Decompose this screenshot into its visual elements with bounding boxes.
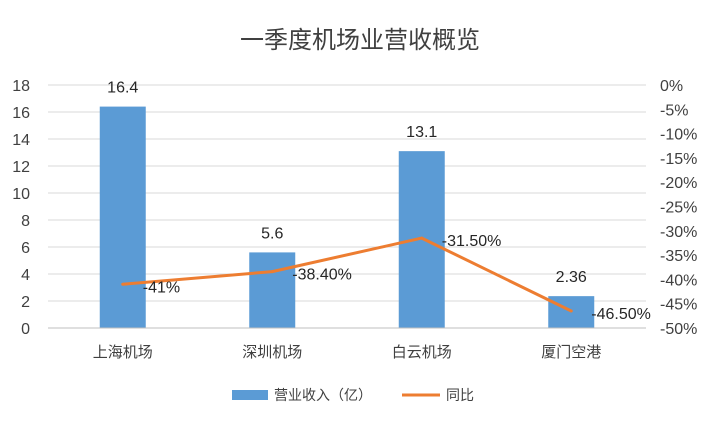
x-tick-label: 深圳机场 bbox=[242, 343, 302, 361]
line-point bbox=[270, 270, 274, 274]
y-right-tick-label: -30% bbox=[660, 224, 697, 241]
y-left-tick-label: 2 bbox=[21, 294, 30, 311]
y-right-tick-label: -35% bbox=[660, 248, 697, 265]
line-data-label: -46.50% bbox=[591, 306, 651, 323]
y-left-tick-label: 0 bbox=[21, 321, 30, 338]
y-right-tick-label: -15% bbox=[660, 151, 697, 168]
y-right-tick-label: -50% bbox=[660, 321, 697, 338]
y-right-tick-label: -5% bbox=[660, 102, 688, 119]
y-right-tick-label: -20% bbox=[660, 175, 697, 192]
x-tick-label: 上海机场 bbox=[93, 343, 153, 361]
y-left-tick-label: 8 bbox=[21, 213, 30, 230]
legend-swatch-bar bbox=[232, 390, 268, 400]
y-right-tick-label: -40% bbox=[660, 272, 697, 289]
bar-data-label: 13.1 bbox=[406, 124, 437, 141]
y-right-tick-label: -45% bbox=[660, 297, 697, 314]
y-left-tick-label: 4 bbox=[21, 267, 30, 284]
legend-label-bar: 营业收入（亿） bbox=[274, 388, 372, 404]
line-point bbox=[569, 309, 573, 313]
y-left-tick-label: 12 bbox=[12, 159, 30, 176]
legend-label-line: 同比 bbox=[446, 388, 474, 404]
y-right-tick-label: -25% bbox=[660, 200, 697, 217]
line-point bbox=[121, 282, 125, 286]
line-series bbox=[121, 236, 573, 313]
line-data-label: -41% bbox=[143, 279, 180, 296]
y-left-tick-label: 14 bbox=[12, 132, 30, 149]
bar bbox=[99, 106, 146, 328]
x-tick-label: 白云机场 bbox=[392, 343, 452, 361]
line-point bbox=[420, 236, 424, 240]
axes: 0 2 4 6 8 10 12 14 16 18 -50% -45% -40% -35% -30% -25% -… bbox=[12, 78, 697, 361]
y-right-tick-label: 0% bbox=[660, 78, 683, 95]
line-data-label: -31.50% bbox=[442, 233, 502, 250]
y-left-tick-label: 18 bbox=[12, 78, 30, 95]
line-series-path bbox=[122, 236, 572, 313]
gridlines bbox=[48, 84, 646, 302]
y-left-tick-label: 6 bbox=[21, 240, 30, 257]
bar-data-label: 2.36 bbox=[556, 269, 587, 286]
chart-title: 一季度机场业营收概览 bbox=[240, 26, 480, 54]
y-left-tick-label: 10 bbox=[12, 186, 30, 203]
x-tick-label: 厦门空港 bbox=[541, 343, 601, 361]
legend: 营业收入（亿） 同比 bbox=[232, 388, 474, 404]
bar bbox=[249, 252, 296, 328]
bar-data-label: 16.4 bbox=[107, 80, 138, 97]
data-labels: 16.4 5.6 13.1 2.36 -41% -38.40% -31.50% -46.50% bbox=[107, 80, 651, 323]
y-right-tick-label: -10% bbox=[660, 127, 697, 144]
line-data-label: -38.40% bbox=[292, 267, 352, 284]
bar-data-label: 5.6 bbox=[261, 225, 283, 242]
y-left-tick-label: 16 bbox=[12, 105, 30, 122]
